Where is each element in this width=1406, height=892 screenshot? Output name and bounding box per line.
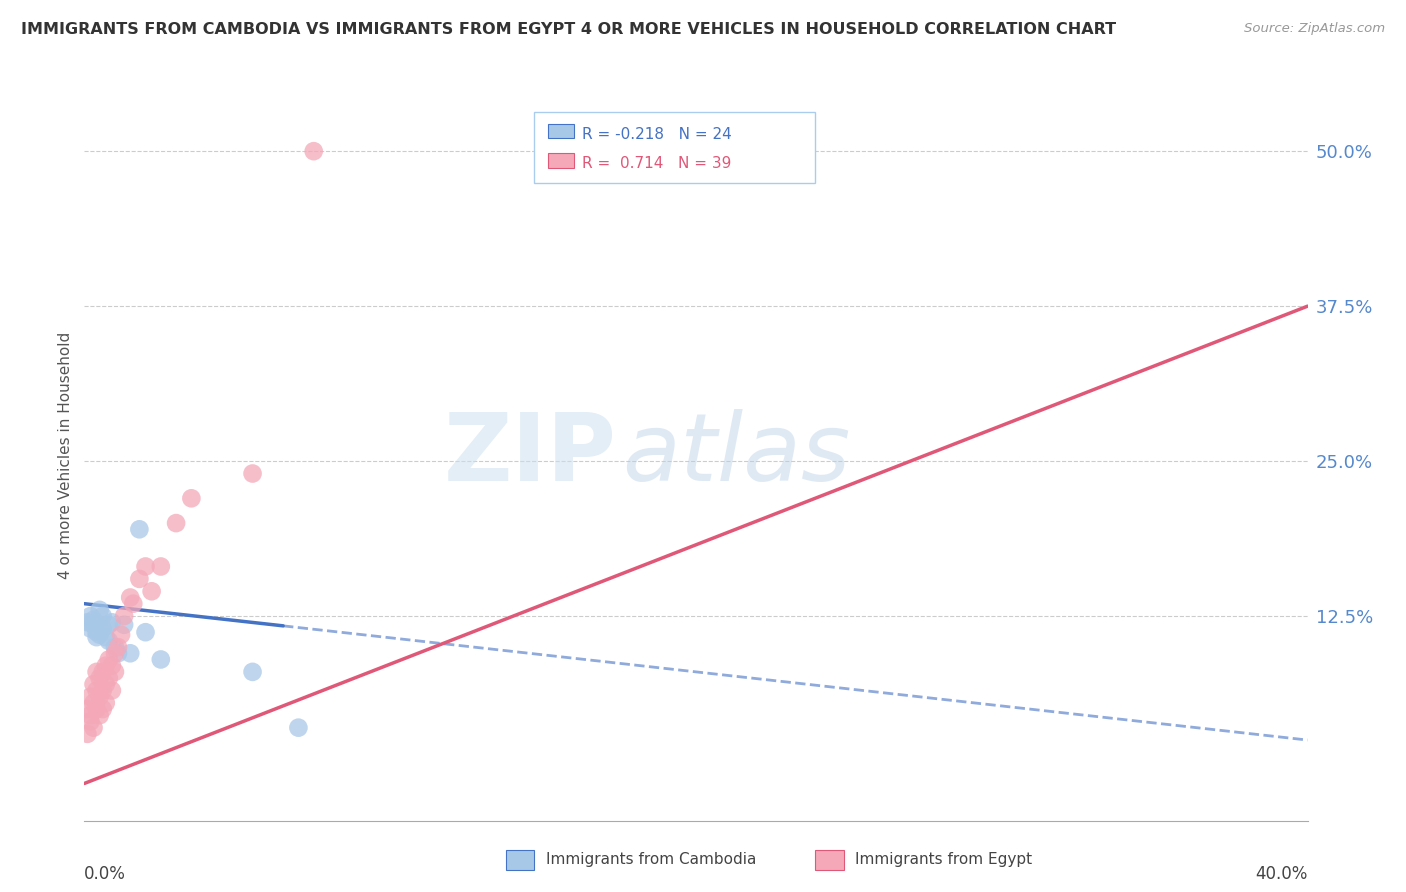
- Point: [76, 615, 98, 630]
- Text: R =  0.714   N = 39: R = 0.714 N = 39: [582, 156, 731, 171]
- Point: [101, 615, 124, 630]
- Point: [165, 516, 187, 530]
- Point: [89, 628, 111, 642]
- Point: [79, 622, 101, 636]
- Point: [149, 559, 172, 574]
- Point: [91, 665, 114, 679]
- Point: [112, 617, 135, 632]
- Point: [83, 613, 105, 627]
- Point: [128, 572, 150, 586]
- Point: [91, 683, 114, 698]
- Point: [141, 584, 163, 599]
- Y-axis label: 4 or more Vehicles in Household: 4 or more Vehicles in Household: [58, 331, 73, 579]
- Point: [83, 696, 105, 710]
- Point: [107, 640, 129, 654]
- Point: [104, 640, 127, 654]
- Text: Source: ZipAtlas.com: Source: ZipAtlas.com: [1244, 22, 1385, 36]
- Point: [89, 671, 111, 685]
- Point: [97, 652, 120, 666]
- Point: [120, 646, 142, 660]
- Point: [97, 617, 120, 632]
- Point: [79, 708, 101, 723]
- Point: [83, 677, 105, 691]
- Point: [242, 467, 264, 481]
- Text: IMMIGRANTS FROM CAMBODIA VS IMMIGRANTS FROM EGYPT 4 OR MORE VEHICLES IN HOUSEHOL: IMMIGRANTS FROM CAMBODIA VS IMMIGRANTS F…: [21, 22, 1116, 37]
- Point: [86, 683, 108, 698]
- Text: Immigrants from Egypt: Immigrants from Egypt: [855, 853, 1032, 867]
- Text: Immigrants from Cambodia: Immigrants from Cambodia: [546, 853, 756, 867]
- Point: [135, 559, 157, 574]
- Point: [79, 609, 101, 624]
- Point: [101, 658, 124, 673]
- Text: 40.0%: 40.0%: [1256, 864, 1308, 882]
- Point: [107, 646, 129, 660]
- Point: [120, 591, 142, 605]
- Point: [135, 625, 157, 640]
- Point: [94, 658, 117, 673]
- Point: [110, 628, 132, 642]
- Point: [242, 665, 264, 679]
- Point: [180, 491, 202, 506]
- Point: [86, 665, 108, 679]
- Point: [104, 665, 127, 679]
- Point: [122, 597, 145, 611]
- Point: [86, 625, 108, 640]
- Point: [83, 721, 105, 735]
- Point: [76, 727, 98, 741]
- Point: [83, 617, 105, 632]
- Point: [97, 633, 120, 648]
- Text: R = -0.218   N = 24: R = -0.218 N = 24: [582, 127, 733, 142]
- Point: [149, 652, 172, 666]
- Point: [79, 714, 101, 729]
- Text: ZIP: ZIP: [443, 409, 616, 501]
- Point: [79, 690, 101, 704]
- Point: [89, 690, 111, 704]
- Point: [89, 603, 111, 617]
- Point: [91, 609, 114, 624]
- Point: [104, 646, 127, 660]
- Point: [287, 721, 309, 735]
- Point: [86, 630, 108, 644]
- Point: [91, 622, 114, 636]
- Point: [76, 702, 98, 716]
- Point: [89, 708, 111, 723]
- Point: [302, 144, 325, 158]
- Point: [91, 702, 114, 716]
- Point: [101, 683, 124, 698]
- Text: atlas: atlas: [623, 409, 851, 500]
- Point: [112, 609, 135, 624]
- Point: [94, 630, 117, 644]
- Point: [94, 677, 117, 691]
- Text: 0.0%: 0.0%: [84, 864, 127, 882]
- Point: [94, 696, 117, 710]
- Point: [97, 671, 120, 685]
- Point: [128, 522, 150, 536]
- Point: [86, 702, 108, 716]
